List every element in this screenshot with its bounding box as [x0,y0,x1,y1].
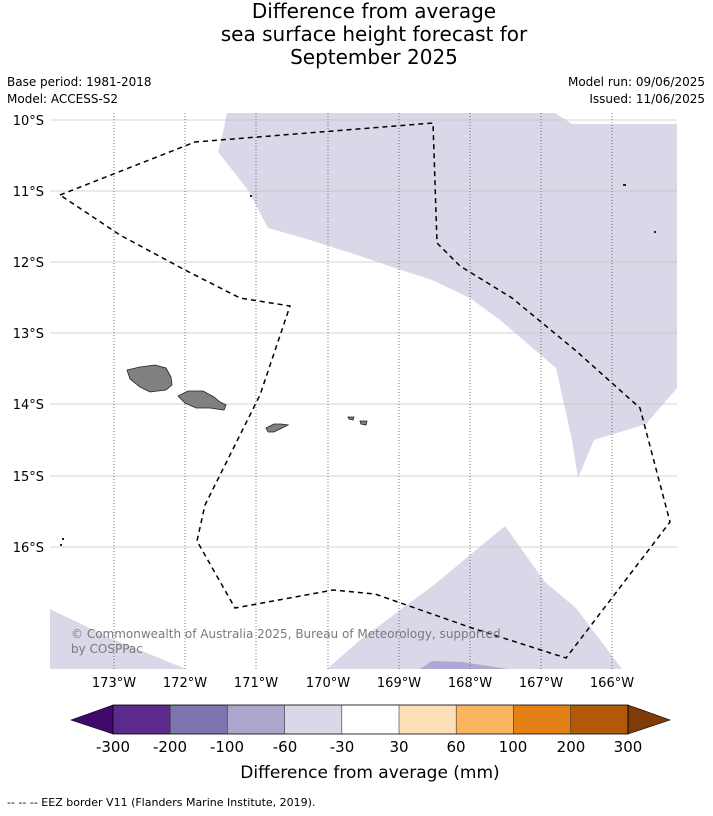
copyright-line-1: © Commonwealth of Australia 2025, Bureau… [71,627,501,641]
lon-label: 173°W [92,676,136,691]
colorbar-tick-label: 300 [614,738,643,756]
lat-label: 16°S [13,541,44,556]
lat-label: 12°S [13,256,44,271]
lon-labels: 173°W 172°W 171°W 170°W 169°W 168°W 167°… [92,676,634,691]
colorbar-tick-label: -100 [210,738,244,756]
lon-label: 172°W [163,676,207,691]
colorbar-segment [284,705,342,734]
map-area: © Commonwealth of Australia 2025, Bureau… [50,113,677,669]
colorbar-segment [399,705,457,734]
colorbar-segment [227,705,285,734]
meta-left: Base period: 1981-2018 Model: ACCESS-S2 [7,74,152,108]
anomaly-region-southwest [50,609,186,669]
anomaly-region-darker [420,661,508,669]
lat-label: 11°S [13,185,44,200]
tutuila-island [265,423,290,433]
meta-right: Model run: 09/06/2025 Issued: 11/06/2025 [568,74,705,108]
colorbar-tick-label: -30 [330,738,355,756]
lon-label: 167°W [519,676,563,691]
model-run: Model run: 09/06/2025 [567,75,705,89]
savaii-island [126,364,173,393]
issued-date: Issued: 11/06/2025 [589,92,705,106]
colorbar-tick-label: 100 [499,738,528,756]
lon-label: 169°W [377,676,421,691]
colorbar-tick-label: -300 [96,738,130,756]
lon-label: 168°W [448,676,492,691]
lat-label: 13°S [13,327,44,342]
colorbar-tick-label: 200 [557,738,586,756]
eez-legend-note: -- -- -- EEZ border V11 (Flanders Marine… [7,796,316,809]
colorbar-segment [170,705,228,734]
anomaly-region-north [218,113,677,478]
lat-label: 14°S [13,398,44,413]
copyright-line-2: by COSPPac [71,642,143,656]
colorbar-segment [570,705,628,734]
colorbar-segment [113,705,171,734]
title-line-2: sea surface height forecast for [220,22,528,46]
manua-island [359,420,368,426]
colorbar-high-extension [627,704,671,735]
lon-label: 170°W [306,676,350,691]
colorbar-dividers [169,705,571,734]
colorbar: -300 -200 -100 -60 -30 30 60 100 200 300… [70,704,671,783]
colorbar-ticks: -300 -200 -100 -60 -30 30 60 100 200 300 [96,738,642,756]
ofu-island [347,416,355,421]
upolu-island [177,390,227,411]
lon-label: 171°W [234,676,278,691]
colorbar-segment [456,705,514,734]
model-name: Model: ACCESS-S2 [7,92,119,106]
colorbar-tick-label: -200 [153,738,187,756]
anomaly-region-south [327,526,622,669]
lon-label: 166°W [590,676,634,691]
colorbar-outline [112,704,629,735]
colorbar-segment [341,705,399,734]
colorbar-title: Difference from average (mm) [240,763,499,783]
lat-gridlines [50,119,677,548]
islets [60,184,656,546]
lat-labels: 10°S 11°S 12°S 13°S 14°S 15°S 16°S [13,114,44,556]
colorbar-low-extension [70,704,114,735]
map-title: Difference from average sea surface heig… [0,0,713,69]
colorbar-segment [513,705,571,734]
land [126,364,368,433]
lat-label: 10°S [13,114,44,129]
lat-label: 15°S [13,470,44,485]
title-line-1: Difference from average [251,0,497,23]
colorbar-tick-label: 30 [389,738,408,756]
base-period: Base period: 1981-2018 [7,75,152,89]
colorbar-tick-label: -60 [273,738,298,756]
title-line-3: September 2025 [290,45,458,69]
colorbar-tick-label: 60 [446,738,465,756]
